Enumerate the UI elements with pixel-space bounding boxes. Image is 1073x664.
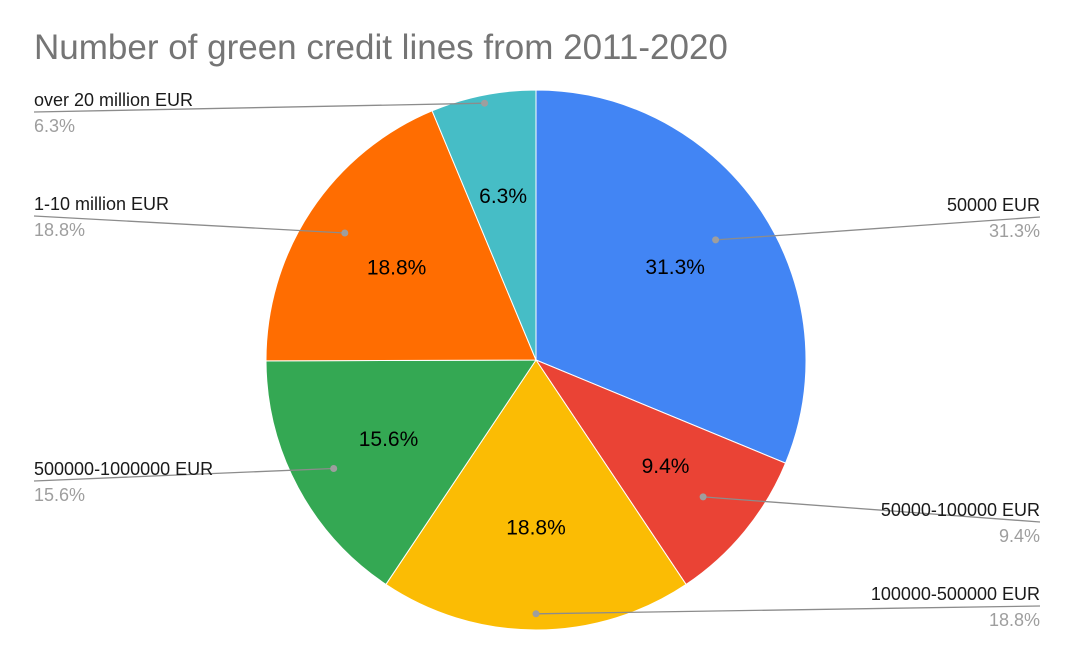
legend-label-2: 100000-500000 EUR bbox=[871, 584, 1040, 604]
slice-percent-label-1: 9.4% bbox=[642, 455, 690, 478]
leader-dot-0 bbox=[712, 236, 720, 244]
pie-slice-5 bbox=[431, 89, 537, 361]
slice-percent-label-0: 31.3% bbox=[645, 256, 705, 279]
legend-percent-1: 9.4% bbox=[999, 526, 1040, 546]
leader-dot-2 bbox=[532, 610, 540, 618]
leader-line-4 bbox=[33, 215, 345, 234]
pie-slice-1 bbox=[534, 358, 787, 586]
pie-slice-2 bbox=[385, 359, 687, 631]
slice-percent-label-5: 6.3% bbox=[479, 185, 527, 208]
leader-dot-3 bbox=[330, 465, 338, 472]
slice-percent-label-2: 18.8% bbox=[506, 516, 566, 539]
leader-line-1 bbox=[703, 496, 1041, 523]
legend-percent-0: 31.3% bbox=[989, 221, 1040, 241]
leader-line-2 bbox=[535, 605, 1041, 615]
legend-label-3: 500000-1000000 EUR bbox=[34, 459, 213, 479]
slice-labels-layer: 31.3% 9.4% 18.8% 15.6% 18.8% 6.3% bbox=[359, 185, 705, 540]
leader-lines-layer bbox=[33, 99, 1041, 618]
chart-title: Number of green credit lines from 2011-2… bbox=[34, 28, 728, 67]
leader-line-5 bbox=[33, 102, 485, 113]
pie-slice-3 bbox=[265, 359, 537, 586]
legend-label-0: 50000 EUR bbox=[947, 195, 1040, 215]
legend-label-4: 1-10 million EUR bbox=[34, 194, 169, 214]
external-labels-layer: 50000 EUR 31.3% 50000-100000 EUR 9.4% 100000… bbox=[34, 90, 1040, 630]
slices-layer bbox=[265, 89, 807, 631]
legend-label-1: 50000-100000 EUR bbox=[881, 500, 1040, 520]
leader-line-0 bbox=[715, 216, 1041, 241]
legend-percent-5: 6.3% bbox=[34, 116, 75, 136]
slice-percent-label-4: 18.8% bbox=[367, 256, 427, 279]
legend-percent-4: 18.8% bbox=[34, 220, 85, 240]
pie-slice-0 bbox=[535, 89, 807, 464]
leader-dot-4 bbox=[341, 229, 349, 237]
slice-percent-label-3: 15.6% bbox=[359, 428, 419, 451]
legend-label-5: over 20 million EUR bbox=[34, 90, 193, 110]
leader-dot-5 bbox=[481, 99, 489, 107]
legend-percent-2: 18.8% bbox=[989, 610, 1040, 630]
legend-percent-3: 15.6% bbox=[34, 485, 85, 505]
leader-line-3 bbox=[33, 467, 334, 482]
leader-dot-1 bbox=[699, 493, 707, 501]
pie-slice-4 bbox=[265, 110, 537, 362]
